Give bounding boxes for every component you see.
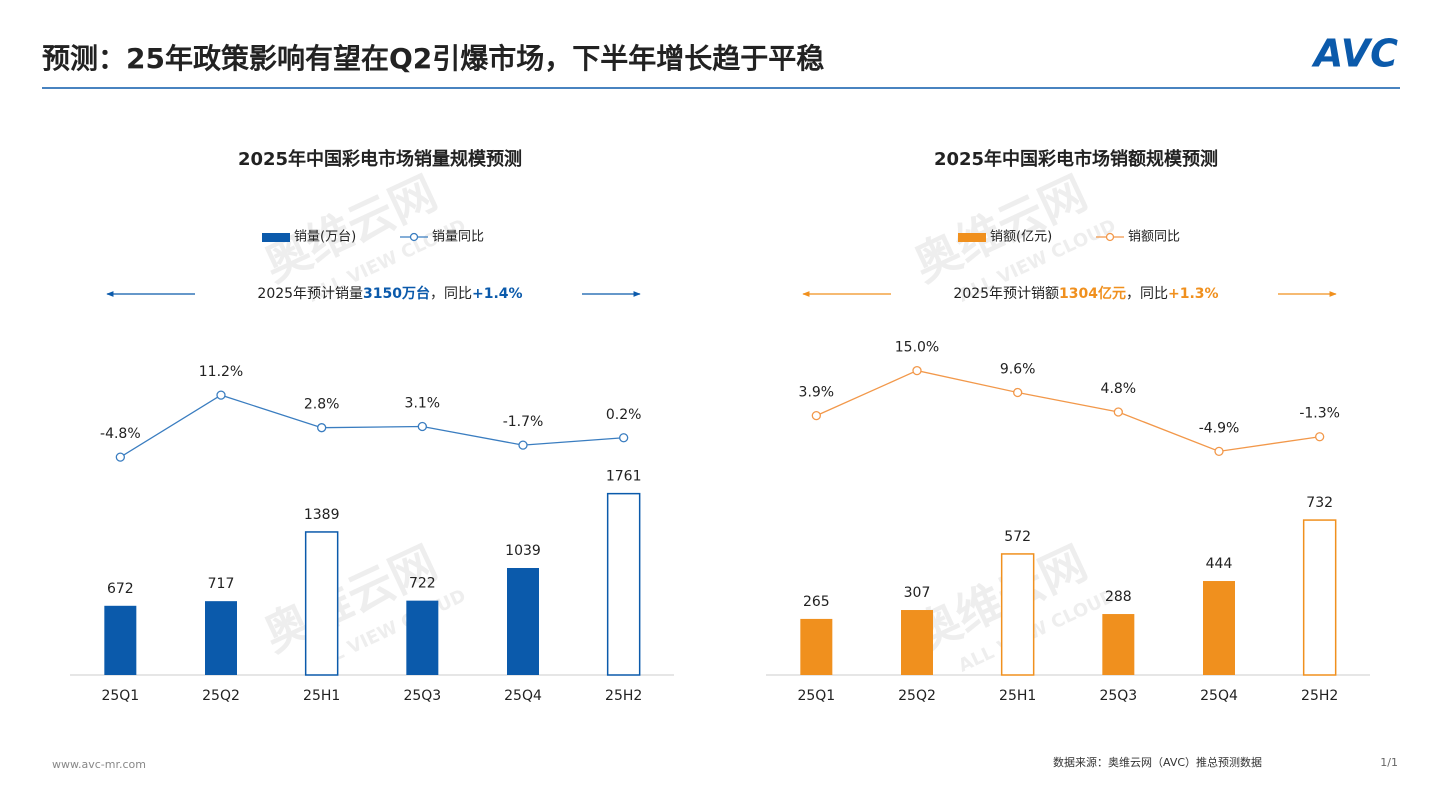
- annotation-part: ，同比: [430, 286, 472, 302]
- line-point: [912, 365, 922, 376]
- bar: [104, 605, 137, 675]
- line-value-label: -1.7%: [503, 414, 544, 430]
- logo: AVC: [1311, 32, 1398, 76]
- bar: [1203, 581, 1235, 675]
- line-value-label: 3.9%: [799, 385, 835, 401]
- bar-value-label: 265: [803, 594, 830, 610]
- legend-swatch: [958, 233, 986, 242]
- bar: [800, 618, 833, 675]
- bar: [1302, 519, 1337, 676]
- bar-value-label: 288: [1105, 589, 1132, 605]
- legend-label: 销额同比: [1128, 230, 1180, 245]
- bar-value-label: 572: [1004, 529, 1031, 545]
- x-tick-label: 25Q3: [1099, 688, 1137, 704]
- bar-value-label: 722: [409, 576, 436, 592]
- bar-value-label: 1761: [606, 469, 642, 485]
- website: www.avc-mr.com: [52, 758, 146, 771]
- line-point: [518, 440, 528, 450]
- line-value-label: 3.1%: [405, 396, 441, 412]
- chart-title: 2025年中国彩电市场销额规模预测: [934, 148, 1218, 170]
- bar: [205, 601, 237, 675]
- line-point: [417, 421, 427, 432]
- bar: [606, 492, 641, 676]
- x-tick-label: 25H1: [999, 688, 1036, 704]
- annotation-part: +1.3%: [1168, 286, 1219, 302]
- legend-label: 销量(万台): [294, 230, 356, 245]
- bar: [901, 610, 933, 675]
- line-value-label: 2.8%: [304, 397, 340, 413]
- x-tick-label: 25Q4: [1200, 688, 1238, 704]
- bar: [1000, 553, 1035, 676]
- x-tick-label: 25Q1: [101, 688, 139, 704]
- bar-value-label: 444: [1206, 556, 1233, 572]
- line-point: [1113, 407, 1123, 417]
- line-value-label: -4.9%: [1199, 420, 1240, 436]
- line: [119, 394, 624, 458]
- legend-label: 销额(亿元): [990, 230, 1052, 245]
- line-point: [115, 452, 125, 462]
- legend-swatch: [262, 233, 290, 242]
- line-point: [619, 433, 629, 443]
- line-value-label: -1.3%: [1299, 406, 1340, 422]
- bar-value-label: 672: [107, 581, 134, 597]
- annotation: 2025年预计销额1304亿元，同比+1.3%: [953, 285, 1218, 302]
- x-tick-label: 25H2: [1301, 688, 1338, 704]
- line: [816, 369, 1320, 453]
- bar-value-label: 1039: [505, 543, 541, 559]
- line-point: [317, 423, 327, 433]
- x-tick-label: 25Q2: [202, 688, 240, 704]
- annotation-part: +1.4%: [472, 286, 523, 302]
- bar: [304, 531, 339, 676]
- legend-label: 销量同比: [432, 230, 484, 245]
- line-value-label: 9.6%: [1000, 362, 1036, 378]
- line-point: [1214, 446, 1224, 457]
- line-point: [1013, 387, 1023, 398]
- bar: [507, 567, 539, 675]
- x-tick-label: 25H2: [605, 688, 642, 704]
- x-tick-label: 25Q1: [797, 688, 835, 704]
- chart-title: 2025年中国彩电市场销量规模预测: [238, 148, 522, 170]
- annotation-part: 2025年预计销量: [257, 286, 363, 302]
- legend-swatch: [409, 232, 419, 242]
- annotation-part: ，同比: [1126, 286, 1168, 302]
- annotation-part: 3150万台: [363, 285, 430, 302]
- legend-swatch: [1105, 232, 1115, 242]
- x-tick-label: 25Q2: [898, 688, 936, 704]
- line-point: [811, 410, 821, 421]
- annotation-part: 1304亿元: [1059, 285, 1126, 302]
- x-tick-label: 25Q3: [403, 688, 441, 704]
- line-value-label: 11.2%: [199, 364, 243, 380]
- x-tick-label: 25Q4: [504, 688, 542, 704]
- bar: [1102, 614, 1135, 675]
- x-tick-label: 25H1: [303, 688, 340, 704]
- line-point: [216, 390, 226, 400]
- bar-value-label: 717: [208, 576, 235, 592]
- bar-value-label: 1389: [304, 507, 340, 523]
- line-value-label: 4.8%: [1101, 381, 1137, 397]
- line-value-label: 0.2%: [606, 407, 642, 423]
- bar-value-label: 307: [904, 585, 931, 601]
- annotation-part: 2025年预计销额: [953, 286, 1059, 302]
- source-note: 数据来源：奥维云网（AVC）推总预测数据: [1053, 755, 1262, 769]
- line-value-label: -4.8%: [100, 426, 141, 442]
- line-point: [1315, 432, 1325, 442]
- page-number: 1/1: [1380, 756, 1398, 769]
- slide-title: 预测：25年政策影响有望在Q2引爆市场，下半年增长趋于平稳: [42, 42, 824, 75]
- bar: [406, 600, 439, 675]
- line-value-label: 15.0%: [895, 340, 939, 356]
- bar-value-label: 732: [1306, 495, 1333, 511]
- annotation: 2025年预计销量3150万台，同比+1.4%: [257, 285, 522, 302]
